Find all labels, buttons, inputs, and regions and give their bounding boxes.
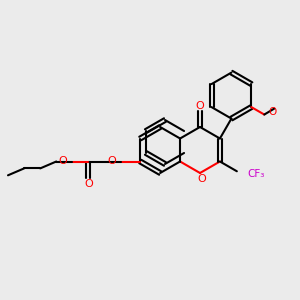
Text: O: O xyxy=(84,178,93,189)
Text: O: O xyxy=(196,101,204,111)
Text: O: O xyxy=(198,174,206,184)
Text: O: O xyxy=(107,157,116,166)
Text: O: O xyxy=(58,157,68,166)
Text: CF₃: CF₃ xyxy=(248,169,265,179)
Text: O: O xyxy=(268,106,277,117)
